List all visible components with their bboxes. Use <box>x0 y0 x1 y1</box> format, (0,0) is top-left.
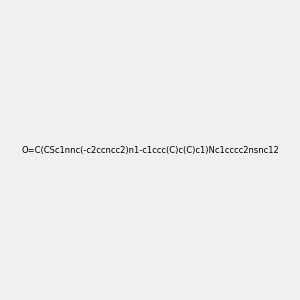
Text: O=C(CSc1nnc(-c2ccncc2)n1-c1ccc(C)c(C)c1)Nc1cccc2nsnc12: O=C(CSc1nnc(-c2ccncc2)n1-c1ccc(C)c(C)c1)… <box>21 146 279 154</box>
